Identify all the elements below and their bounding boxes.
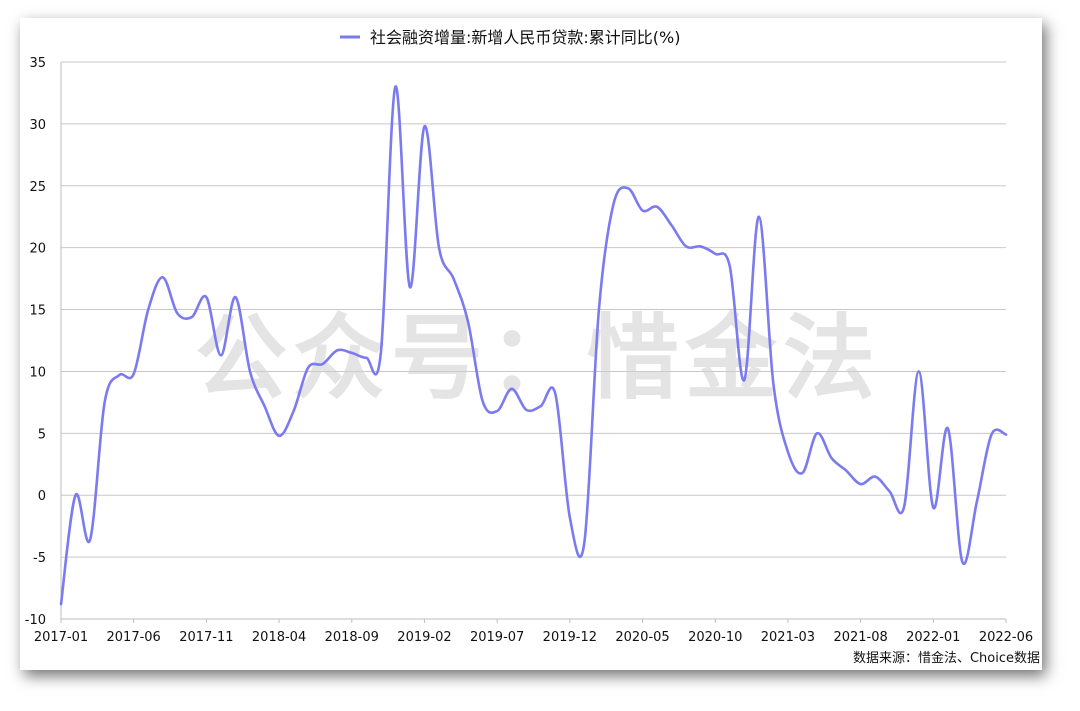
x-tick-label: 2020-10 xyxy=(688,630,742,645)
x-tick-label: 2018-09 xyxy=(325,630,379,645)
y-tick-label: 5 xyxy=(38,427,46,442)
y-tick-label: 30 xyxy=(29,118,46,133)
legend: 社会融资增量:新增人民币贷款:累计同比(%) xyxy=(340,28,680,47)
x-tick-label: 2021-03 xyxy=(761,630,815,645)
x-tick-label: 2019-07 xyxy=(470,630,524,645)
series-line xyxy=(59,85,1008,606)
x-tick-label: 2020-05 xyxy=(615,630,669,645)
plot-frame xyxy=(60,62,1006,620)
legend-label: 社会融资增量:新增人民币贷款:累计同比(%) xyxy=(370,28,680,47)
chart-card xyxy=(20,18,1042,670)
x-tick-label: 2022-01 xyxy=(906,630,960,645)
source-note: 数据来源：惜金法、Choice数据 xyxy=(853,650,1040,666)
y-tick-label: -10 xyxy=(25,613,46,628)
y-tick-label: 10 xyxy=(29,365,46,380)
y-tick-label: 0 xyxy=(38,489,46,504)
gridlines xyxy=(61,61,1006,620)
y-tick-label: 35 xyxy=(29,56,46,71)
x-tick-label: 2021-08 xyxy=(833,630,887,645)
x-tick-label: 2017-01 xyxy=(34,630,88,645)
x-axis-ticks: 2017-01 2017-06 2017-11 2018-04 2018-09 2019-… xyxy=(34,619,1033,645)
watermark: 公众号：惜金法 xyxy=(195,305,881,412)
y-tick-label: 15 xyxy=(29,304,46,319)
y-tick-label: 25 xyxy=(29,180,46,195)
x-tick-label: 2017-11 xyxy=(179,630,233,645)
x-tick-label: 2022-06 xyxy=(979,630,1033,645)
series-layer xyxy=(59,85,1008,606)
x-tick-label: 2019-12 xyxy=(543,630,597,645)
x-tick-label: 2017-06 xyxy=(107,630,161,645)
x-tick-label: 2018-04 xyxy=(252,630,306,645)
y-tick-label: 20 xyxy=(29,242,46,257)
y-axis-ticks: -10 -5 0 5 10 15 20 25 30 35 xyxy=(25,56,46,628)
x-tick-label: 2019-02 xyxy=(397,630,451,645)
y-tick-label: -5 xyxy=(33,551,46,566)
